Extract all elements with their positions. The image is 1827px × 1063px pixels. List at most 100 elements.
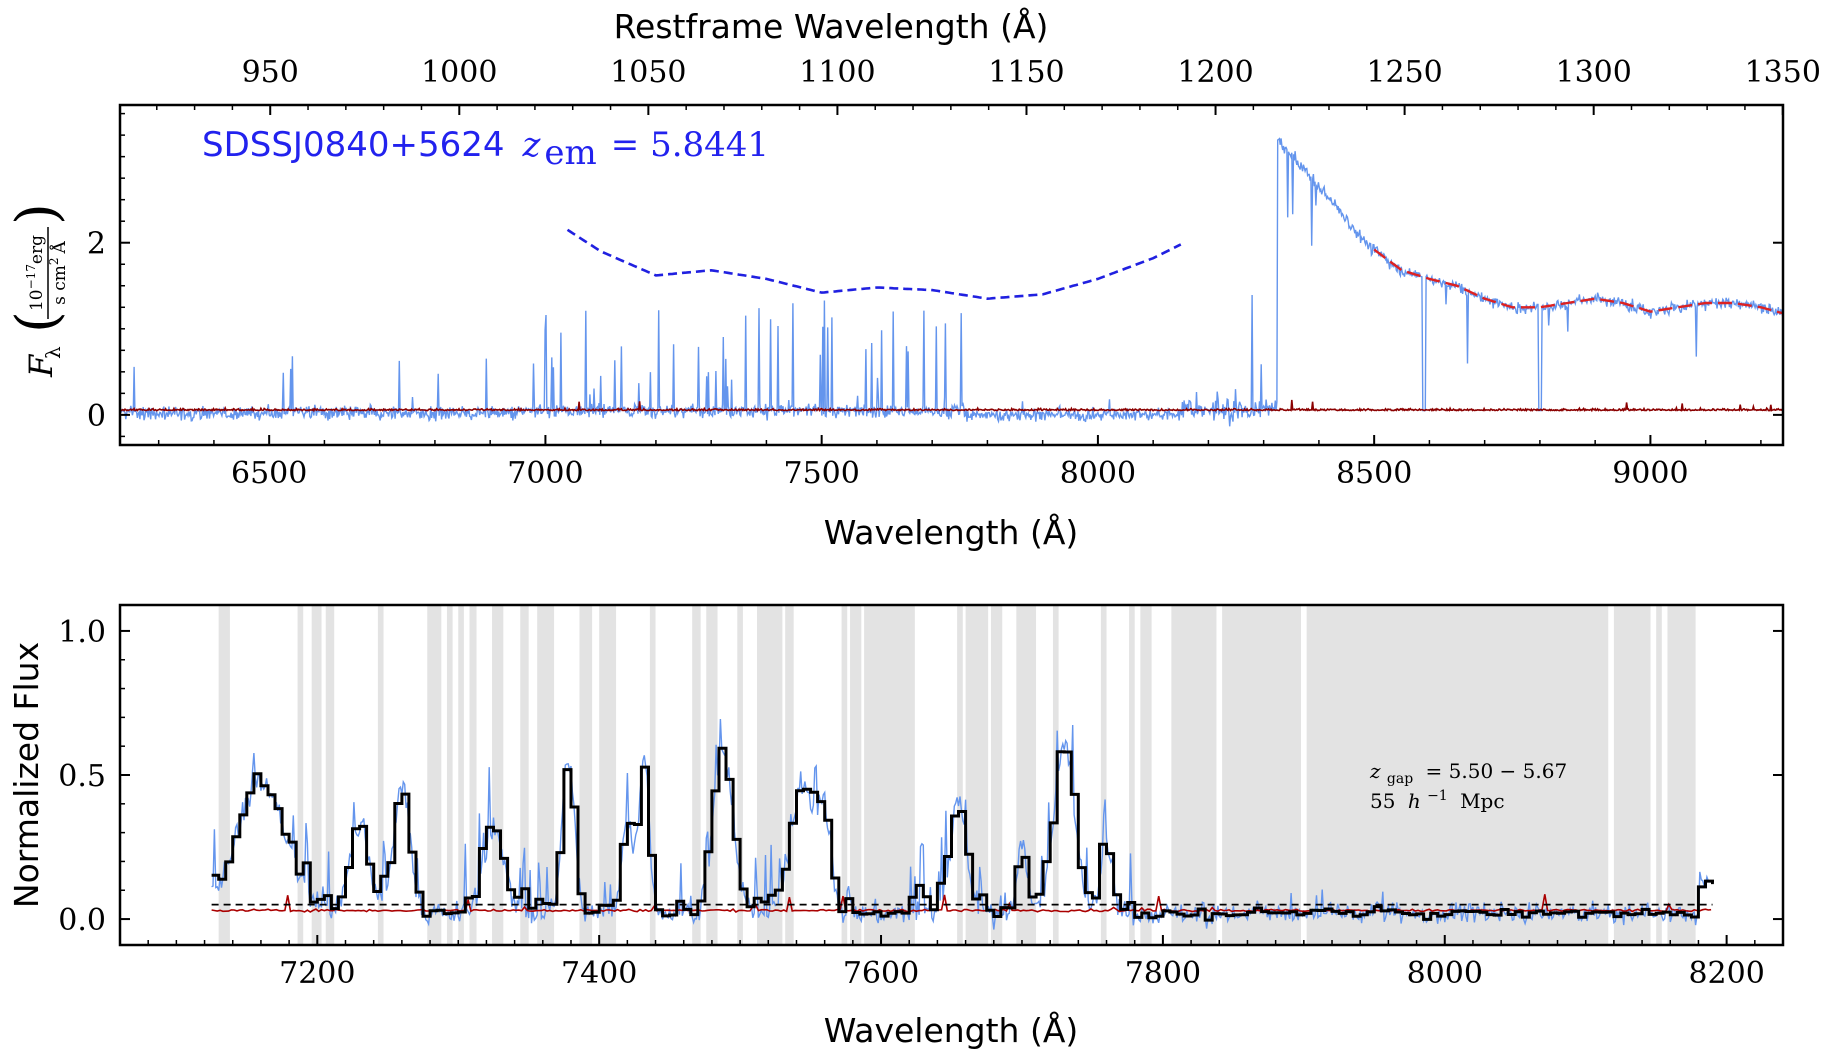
object-z-value: = 5.8441 [611,125,769,165]
top-restframe-tick-label: 1150 [988,55,1064,90]
top-flux-line [119,137,1784,427]
top-y-tick-label: 0 [87,399,106,434]
shaded-region [706,605,718,945]
top-x-tick-label: 7000 [507,456,583,491]
top-panel-ticks: 6500 7000 7500 8000 8500 9000 0 2 950 1000 1050 110… [87,55,1821,491]
ylabel-den-sup: 2 [47,257,61,265]
ylabel-sub: λ [41,346,65,359]
top-restframe-tick-label: 1350 [1745,55,1821,90]
shaded-region [841,605,848,945]
shaded-region [990,605,1003,945]
top-restframe-axis-title: Restframe Wavelength (Å) [614,6,1049,46]
top-x-tick-label: 6500 [231,456,307,491]
shaded-region [1222,605,1302,945]
shaded-region [1306,605,1609,945]
shaded-region [1100,605,1107,945]
shaded-region [579,605,593,945]
shaded-region [377,605,384,945]
bottom-x-tick-label: 7200 [279,956,355,991]
ylabel-numerator: 10−17erg [24,235,47,311]
bottom-panel-marks [211,605,1714,945]
bottom-flux-line [211,718,1713,930]
shaded-region [1129,605,1135,945]
bottom-binned-line [211,746,1714,922]
gap-h-symbol: h [1408,789,1421,813]
shaded-region [1613,605,1651,945]
bottom-x-tick-label: 7800 [1125,956,1201,991]
shaded-region [520,605,529,945]
shaded-region [649,605,656,945]
gap-length-value: 55 [1370,789,1395,813]
shaded-region [469,605,477,945]
top-error-line [119,399,1784,413]
shaded-region [692,605,701,945]
shaded-region [1171,605,1217,945]
shaded-region [1140,605,1152,945]
top-x-tick-label: 8500 [1336,456,1412,491]
shaded-region [599,605,617,945]
gap-length-annotation: 55 h −1 Mpc [1370,781,1505,813]
bottom-panel-ticks: 7200 7400 7600 7800 8000 8200 0.0 0.5 1.0 [58,615,1784,991]
top-restframe-tick-label: 1100 [799,55,875,90]
shaded-region [218,605,230,945]
shaded-region [1656,605,1662,945]
ylabel-den-base: s cm [50,265,70,305]
object-z-sub: em [544,133,596,173]
top-restframe-tick-label: 950 [242,55,299,90]
top-restframe-tick-label: 1200 [1177,55,1253,90]
top-panel-xlabel: Wavelength (Å) [824,512,1079,552]
object-label: SDSSJ0840+5624 z em = 5.8441 [202,125,769,173]
shaded-region [957,605,963,945]
gap-redshift-annotation: z gap = 5.50 − 5.67 [1369,759,1567,788]
bottom-x-tick-label: 7400 [561,956,637,991]
top-x-tick-label: 9000 [1612,456,1688,491]
bottom-y-tick-label: 0.5 [58,759,106,794]
bottom-y-tick-label: 1.0 [58,615,106,650]
bottom-x-tick-label: 7600 [843,956,919,991]
bottom-y-tick-label: 0.0 [58,903,106,938]
bottom-x-tick-label: 8000 [1407,956,1483,991]
shaded-region [492,605,504,945]
shaded-region [458,605,464,945]
bottom-panel-xlabel: Wavelength (Å) [824,1010,1079,1050]
shaded-region [864,605,915,945]
top-panel-ylabel: F λ ( 10−17erg s cm2 Å ) [5,203,70,378]
top-x-tick-label: 8000 [1060,456,1136,491]
top-restframe-tick-label: 1000 [421,55,497,90]
ylabel-paren-close: ) [5,203,70,225]
object-name: SDSSJ0840+5624 [202,125,505,165]
ylabel-symbol: F [22,353,60,378]
ylabel-denominator: s cm2 Å [47,240,70,304]
gap-z-symbol: z [1369,759,1381,783]
top-restframe-tick-label: 1050 [610,55,686,90]
top-x-tick-label: 7500 [783,456,859,491]
shaded-region [737,605,743,945]
shaded-region [446,605,453,945]
top-panel: 6500 7000 7500 8000 8500 9000 0 2 950 1000 1050 110… [5,6,1821,552]
shaded-region [537,605,555,945]
top-restframe-tick-label: 1250 [1366,55,1442,90]
shaded-region [427,605,442,945]
ylabel-num-sup: −17 [24,264,38,289]
bottom-x-tick-label: 8200 [1688,956,1764,991]
shaded-region [297,605,304,945]
gap-h-sup: −1 [1427,788,1448,804]
shaded-region [1667,605,1696,945]
bottom-panel-ylabel: Normalized Flux [7,642,46,908]
shaded-region [311,605,322,945]
ylabel-num-base: 10 [27,289,47,311]
bottom-panel: 7200 7400 7600 7800 8000 8200 0.0 0.5 1.0 z gap … [7,603,1785,1050]
gap-z-value: = 5.50 − 5.67 [1426,759,1568,783]
shaded-region [325,605,335,945]
ylabel-paren-open: ( [5,311,70,333]
shaded-region [1016,605,1037,945]
top-continuum-fit [1373,248,1784,315]
gap-z-sub: gap [1387,771,1413,787]
shaded-region [785,605,794,945]
top-y-tick-label: 2 [87,227,106,262]
top-restframe-tick-label: 1300 [1555,55,1631,90]
ylabel-den-unit: Å [49,240,70,254]
top-continuum-dashed [566,228,1182,301]
gap-unit: Mpc [1460,789,1504,813]
